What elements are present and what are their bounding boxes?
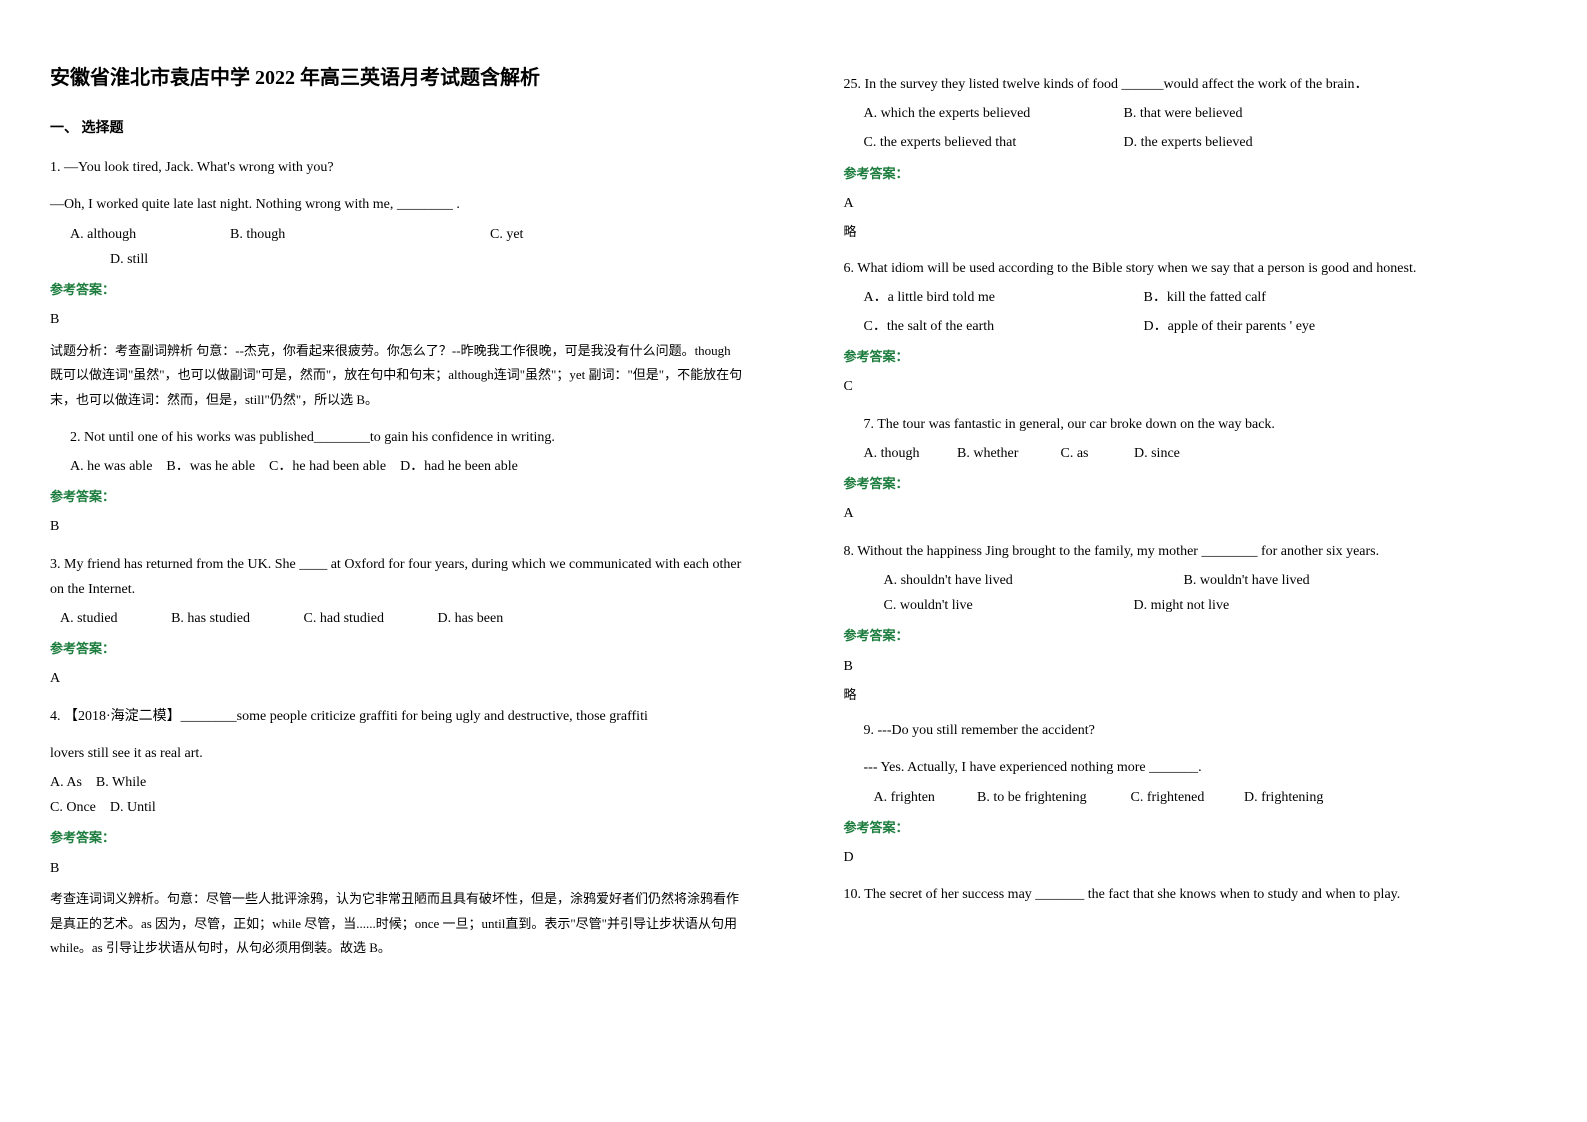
q1-optD: D. still	[70, 247, 744, 272]
q4-answer-label: 参考答案：	[50, 826, 744, 849]
q8-options-row2: C. wouldn't live D. might not live	[844, 593, 1538, 618]
q1-answer-label: 参考答案：	[50, 278, 744, 301]
q7-optB: B. whether	[957, 441, 1057, 466]
q9-answer: D	[844, 845, 1538, 870]
q8-optD: D. might not live	[1134, 593, 1230, 618]
q7-optC: C. as	[1061, 441, 1131, 466]
q2-answer: B	[50, 514, 744, 539]
q1-optA: A. although	[70, 222, 230, 247]
q6-options-row2: C．the salt of the earth D．apple of their…	[844, 314, 1538, 339]
q6-options-row1: A．a little bird told me B．kill the fatte…	[844, 285, 1538, 310]
q1-optB: B. though	[230, 222, 490, 247]
q4-line1: 4. 【2018·海淀二模】________some people critic…	[50, 704, 744, 729]
q25-options-row1: A. which the experts believed B. that we…	[844, 101, 1538, 126]
q1-explanation: 试题分析：考查副词辨析 句意：--杰克，你看起来很疲劳。你怎么了？--昨晚我工作…	[50, 339, 744, 413]
q25-options-row2: C. the experts believed that D. the expe…	[844, 130, 1538, 155]
q6-optC: C．the salt of the earth	[864, 314, 1144, 339]
q1-line2: —Oh, I worked quite late last night. Not…	[50, 192, 744, 217]
q3-optC: C. had studied	[304, 606, 385, 631]
left-column: 安徽省淮北市袁店中学 2022 年高三英语月考试题含解析 一、 选择题 1. —…	[0, 0, 794, 1122]
q4-line2: lovers still see it as real art.	[50, 741, 744, 766]
q6-text: 6. What idiom will be used according to …	[844, 256, 1538, 281]
q1-line1: 1. —You look tired, Jack. What's wrong w…	[50, 155, 744, 180]
q25-optD: D. the experts believed	[1124, 130, 1253, 155]
q25-optA: A. which the experts believed	[864, 101, 1124, 126]
q3-optD: D. has been	[438, 606, 504, 631]
q6-answer-label: 参考答案：	[844, 345, 1538, 368]
q7-optA: A. though	[864, 441, 954, 466]
q25-answer: A	[844, 191, 1538, 216]
q9-optA: A. frighten	[874, 785, 974, 810]
q3-options: A. studied B. has studied C. had studied…	[50, 606, 744, 631]
q9-answer-label: 参考答案：	[844, 816, 1538, 839]
q7-optD: D. since	[1134, 441, 1180, 466]
q9-line1: 9. ---Do you still remember the accident…	[844, 718, 1538, 743]
q2-options: A. he was able B．was he able C．he had be…	[50, 454, 744, 479]
section-header: 一、 选择题	[50, 116, 744, 141]
q3-optB: B. has studied	[171, 606, 250, 631]
q25-optB: B. that were believed	[1124, 101, 1243, 126]
q1-optC: C. yet	[490, 222, 523, 247]
q7-text: 7. The tour was fantastic in general, ou…	[844, 412, 1538, 437]
q2-text: 2. Not until one of his works was publis…	[50, 425, 744, 450]
q8-text: 8. Without the happiness Jing brought to…	[844, 539, 1538, 564]
q4-opts1: A. As B. While	[50, 770, 744, 795]
q9-line2: --- Yes. Actually, I have experienced no…	[844, 755, 1538, 780]
q8-options-row1: A. shouldn't have lived B. wouldn't have…	[844, 568, 1538, 593]
q25-optC: C. the experts believed that	[864, 130, 1124, 155]
q4-explanation: 考查连词词义辨析。句意：尽管一些人批评涂鸦，认为它非常丑陋而且具有破坏性，但是，…	[50, 887, 744, 961]
q4-answer: B	[50, 856, 744, 881]
q8-optC: C. wouldn't live	[884, 593, 1134, 618]
q8-answer-label: 参考答案：	[844, 624, 1538, 647]
q3-text: 3. My friend has returned from the UK. S…	[50, 552, 744, 602]
q8-answer: B	[844, 654, 1538, 679]
q25-note: 略	[844, 220, 1538, 243]
q3-optA: A. studied	[60, 606, 118, 631]
q3-answer: A	[50, 666, 744, 691]
q9-optC: C. frightened	[1131, 785, 1241, 810]
page-title: 安徽省淮北市袁店中学 2022 年高三英语月考试题含解析	[50, 60, 744, 96]
q9-optD: D. frightening	[1244, 785, 1323, 810]
q3-answer-label: 参考答案：	[50, 637, 744, 660]
q25-answer-label: 参考答案：	[844, 162, 1538, 185]
q1-answer: B	[50, 307, 744, 332]
q9-optB: B. to be frightening	[977, 785, 1127, 810]
q4-opts2: C. Once D. Until	[50, 795, 744, 820]
q10-text: 10. The secret of her success may ______…	[844, 882, 1538, 907]
q7-options: A. though B. whether C. as D. since	[844, 441, 1538, 466]
q6-optD: D．apple of their parents ' eye	[1144, 314, 1316, 339]
q1-options: A. although B. though C. yet D. still	[50, 222, 744, 272]
q6-optA: A．a little bird told me	[864, 285, 1144, 310]
q2-answer-label: 参考答案：	[50, 485, 744, 508]
q8-optA: A. shouldn't have lived	[884, 568, 1184, 593]
q6-answer: C	[844, 374, 1538, 399]
right-column: 25. In the survey they listed twelve kin…	[794, 0, 1587, 1122]
q6-optB: B．kill the fatted calf	[1144, 285, 1266, 310]
q25-text: 25. In the survey they listed twelve kin…	[844, 72, 1538, 97]
q8-optB: B. wouldn't have lived	[1184, 568, 1310, 593]
q7-answer-label: 参考答案：	[844, 472, 1538, 495]
q8-note: 略	[844, 683, 1538, 706]
q7-answer: A	[844, 501, 1538, 526]
q9-options: A. frighten B. to be frightening C. frig…	[844, 785, 1538, 810]
